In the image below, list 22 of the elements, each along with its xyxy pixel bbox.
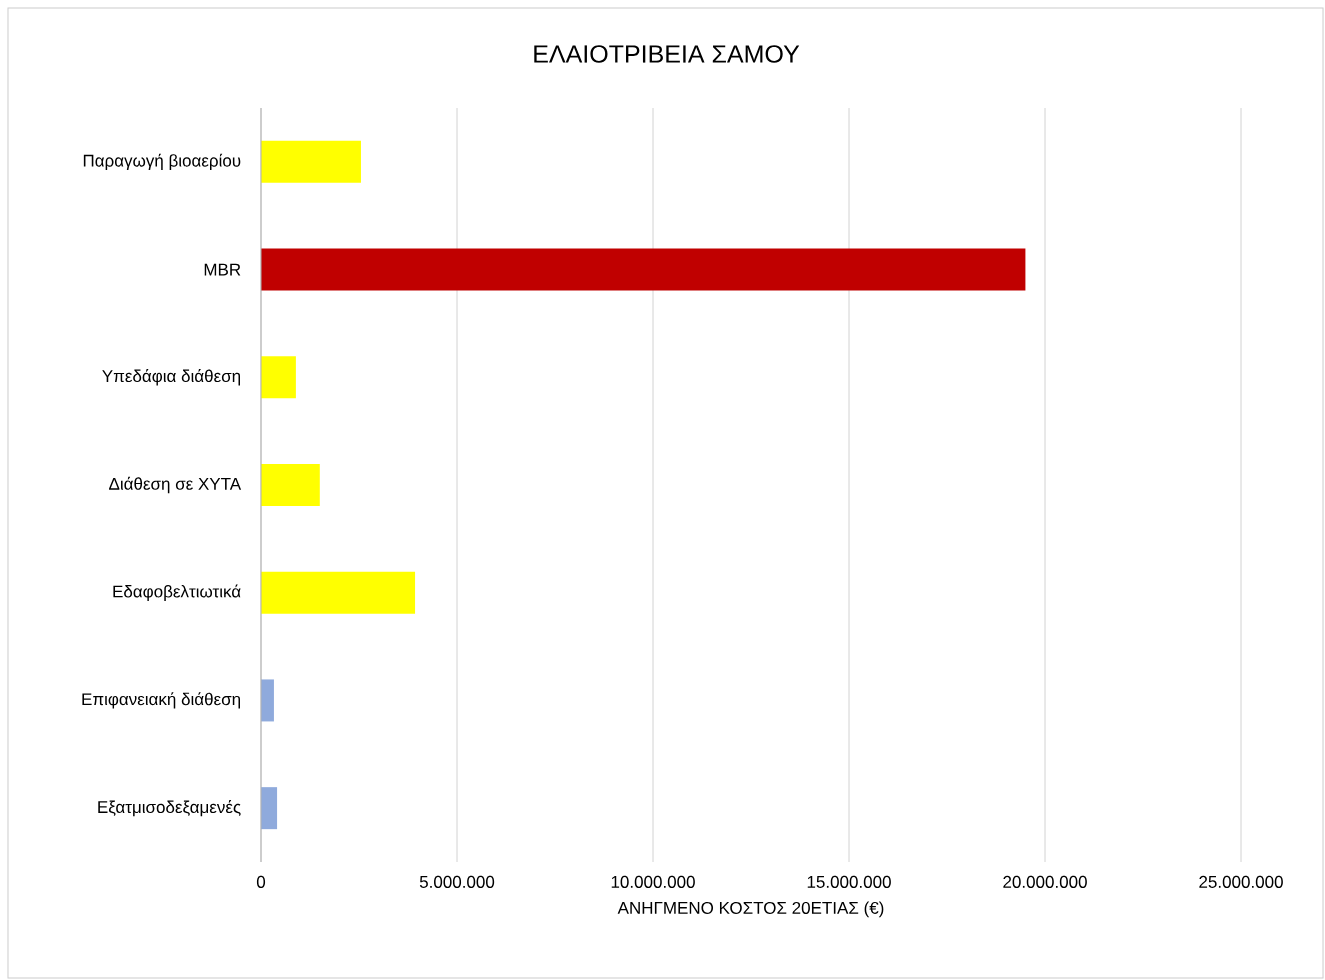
y-tick-label: Υπεδάφια διάθεση <box>102 369 240 386</box>
bar <box>261 140 361 183</box>
bar <box>261 248 1026 291</box>
x-axis-title: ΑΝΗΓΜΕΝΟ ΚΟΣΤΟΣ 20ΕΤΙΑΣ (€) <box>617 901 884 918</box>
chart-title: ΕΛΑΙΟΤΡΙΒΕΙΑ ΣΑΜΟΥ <box>534 45 800 63</box>
bar <box>261 464 320 507</box>
x-tick-label: 15.000.000 <box>807 875 891 888</box>
bar <box>261 356 296 399</box>
y-tick-label: Επιφανειακή διάθεση <box>82 692 240 709</box>
bar <box>261 571 416 614</box>
x-tick-label: 0 <box>256 875 266 888</box>
bar <box>261 787 278 830</box>
y-tick-label: Εδαφοβελτιωτικά <box>113 584 241 601</box>
x-tick-label: 10.000.000 <box>611 875 695 888</box>
y-tick-label: Παραγωγή βιοαερίου <box>83 153 241 171</box>
x-tick-label: 5.000.000 <box>419 875 495 888</box>
x-tick-label: 20.000.000 <box>1003 875 1087 888</box>
y-tick-label: Εξατμισοδεξαμενές <box>98 800 241 817</box>
y-tick-label: Διάθεση σε ΧΥΤΑ <box>109 476 242 494</box>
y-tick-label: MBR <box>204 263 241 276</box>
x-tick-label: 25.000.000 <box>1199 875 1283 888</box>
bar <box>261 679 274 722</box>
